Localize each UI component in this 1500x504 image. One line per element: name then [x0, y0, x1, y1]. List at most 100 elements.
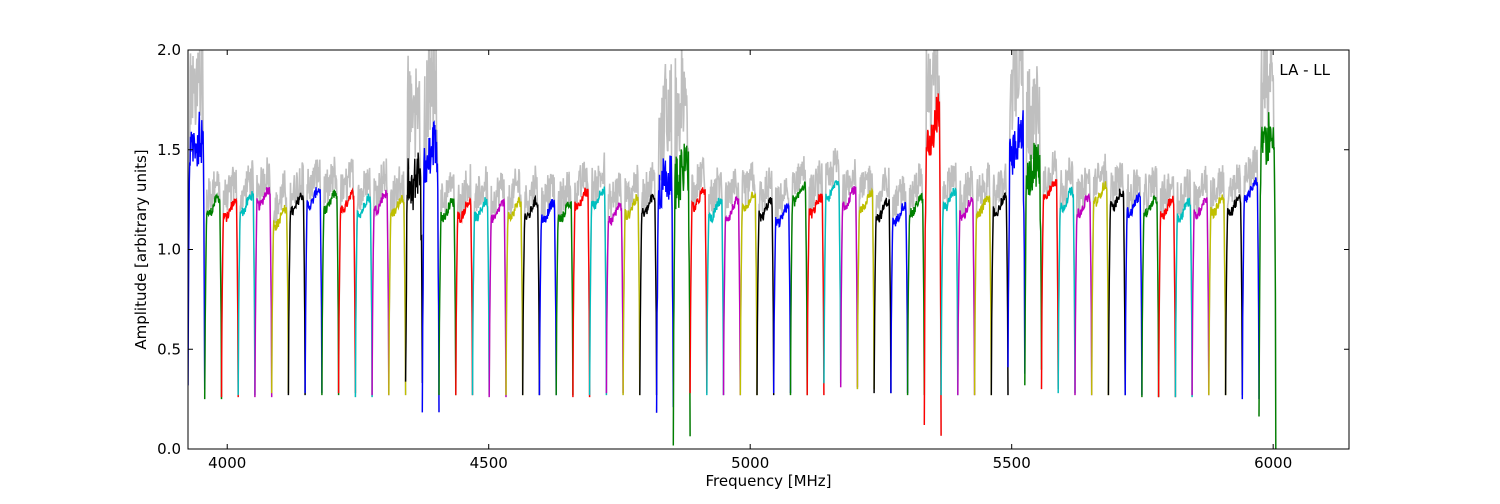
y-tick-label: 0.5 [157, 340, 181, 358]
channel-trace [1074, 192, 1093, 396]
raw-trace [672, 50, 691, 446]
plot-background [188, 50, 1349, 449]
raw-trace [1224, 164, 1244, 396]
y-tick-label: 2.0 [157, 41, 181, 59]
x-axis: 4000 4500 5000 5500 6000 [208, 50, 1292, 472]
channel-trace [890, 201, 909, 394]
channel-trace [1024, 142, 1043, 386]
raw-trace [1090, 153, 1110, 396]
channel-trace [471, 197, 490, 396]
channel-trace [840, 185, 859, 388]
raw-trace [1007, 50, 1026, 374]
raw-trace [588, 152, 608, 396]
channel-trace [957, 197, 976, 396]
x-axis-label: Frequency [MHz] [705, 472, 831, 490]
raw-trace [404, 55, 424, 384]
raw-trace [371, 158, 390, 396]
channel-trace [1174, 197, 1193, 398]
raw-data-layer [188, 50, 1277, 449]
channel-trace [1124, 191, 1143, 396]
channel-trace [371, 189, 390, 396]
raw-trace [1258, 50, 1277, 449]
plot-annotation: LA - LL [1279, 61, 1330, 79]
raw-trace [354, 167, 373, 398]
channel-trace [388, 194, 407, 396]
channel-trace [622, 193, 641, 396]
channel-trace [923, 93, 942, 436]
y-tick-label: 1.0 [157, 241, 181, 259]
channel-trace [973, 194, 992, 396]
channel-trace [287, 192, 306, 396]
raw-trace [538, 173, 558, 396]
raw-trace [806, 160, 825, 396]
raw-trace [287, 162, 306, 396]
raw-trace [438, 172, 457, 396]
y-tick-label: 0.0 [157, 440, 181, 458]
channel-trace [773, 202, 792, 394]
raw-trace [421, 50, 440, 413]
channel-trace [188, 111, 206, 390]
raw-trace [387, 166, 407, 396]
raw-trace [940, 162, 959, 396]
raw-trace [789, 156, 809, 396]
raw-trace [957, 166, 976, 396]
raw-trace [220, 166, 239, 398]
raw-trace [304, 159, 323, 394]
channel-trace [304, 187, 323, 394]
channel-trace [588, 186, 608, 396]
raw-trace [839, 159, 859, 388]
raw-trace [906, 163, 926, 396]
raw-trace [471, 166, 491, 396]
raw-trace [622, 164, 641, 396]
channel-trace [789, 181, 808, 396]
channel-trace [1040, 179, 1059, 390]
channel-trace [538, 198, 557, 396]
channel-trace [555, 201, 574, 396]
channel-trace [1224, 194, 1244, 396]
channel-trace [522, 194, 541, 396]
channel-trace [1007, 110, 1026, 374]
raw-trace [321, 156, 340, 396]
raw-trace [254, 157, 273, 398]
channel-trace [488, 198, 507, 398]
raw-trace [739, 161, 758, 396]
channel-trace [873, 197, 892, 394]
channel-trace [455, 196, 474, 396]
raw-trace [655, 63, 675, 413]
channel-trace [1107, 188, 1126, 396]
x-tick-label: 5000 [731, 454, 769, 472]
raw-trace [521, 165, 541, 396]
raw-trace [990, 163, 1009, 396]
raw-trace [203, 171, 223, 400]
raw-trace [270, 170, 290, 394]
channel-trace [756, 196, 775, 396]
channel-trace [404, 152, 423, 384]
x-tick-label: 6000 [1254, 454, 1292, 472]
raw-trace [188, 50, 206, 390]
y-tick-label: 1.5 [157, 141, 181, 159]
channel-trace [1090, 181, 1110, 396]
raw-trace [1191, 165, 1210, 396]
raw-trace [1107, 162, 1126, 396]
channel-trace [706, 197, 725, 396]
channel-trace [906, 192, 925, 396]
channel-trace [639, 193, 658, 396]
channel-trace [220, 197, 239, 398]
channel-trace [237, 191, 256, 396]
channel-trace [655, 155, 674, 413]
channel-trace [1241, 177, 1260, 400]
y-axis-label: Amplitude [arbitrary units] [132, 149, 150, 349]
raw-trace [756, 167, 775, 396]
raw-trace [555, 171, 574, 396]
raw-trace [973, 162, 993, 396]
channel-trace [572, 187, 591, 398]
channel-trace [1057, 186, 1076, 394]
channel-trace [1208, 194, 1227, 396]
raw-trace [237, 160, 256, 396]
x-tick-label: 4000 [208, 454, 246, 472]
channel-trace [722, 196, 741, 396]
raw-trace [706, 167, 725, 396]
raw-trace [873, 167, 892, 394]
channel-trace [354, 193, 373, 398]
